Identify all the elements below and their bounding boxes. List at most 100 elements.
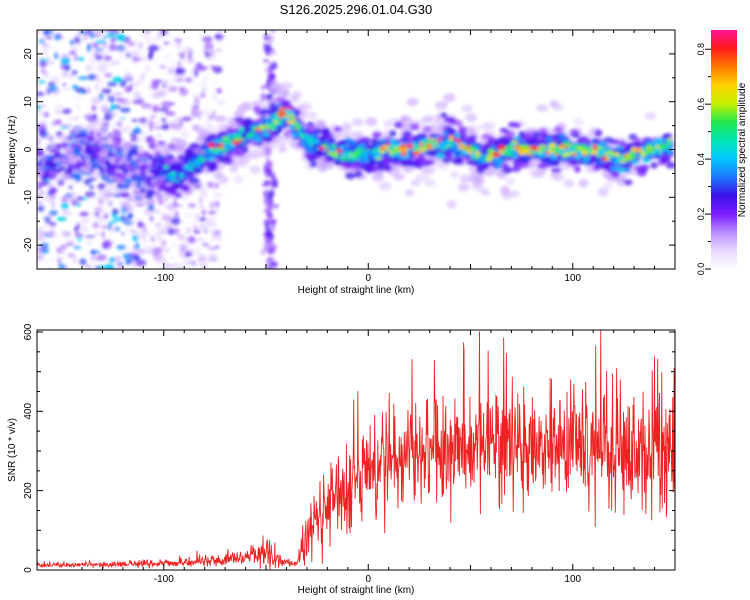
spectrogram-xtick-label: 100 xyxy=(564,273,581,284)
noise-speck xyxy=(54,52,59,60)
ridge-blob xyxy=(243,131,248,136)
ridge-blob xyxy=(289,116,296,121)
noise-speck xyxy=(212,109,216,118)
noise-speck xyxy=(145,137,152,143)
noise-speck xyxy=(43,71,48,77)
ridge-blob xyxy=(169,172,177,176)
noise-speck xyxy=(216,101,226,104)
noise-speck xyxy=(115,33,126,42)
ridge-blob xyxy=(280,81,293,90)
ridge-blob xyxy=(259,149,272,158)
ridge-blob xyxy=(185,166,192,171)
ridge-blob xyxy=(446,199,457,209)
noise-speck xyxy=(39,207,43,212)
ridge-tail-blob xyxy=(97,164,102,170)
stripe-speck xyxy=(271,30,275,33)
noise-speck xyxy=(110,35,117,44)
noise-speck xyxy=(175,211,180,219)
stripe-speck xyxy=(263,42,268,52)
noise-speck xyxy=(114,46,121,52)
noise-speck xyxy=(77,31,89,35)
noise-speck xyxy=(136,237,145,240)
noise-speck xyxy=(180,67,186,70)
ridge-tail-blob xyxy=(62,175,71,181)
ridge-blob xyxy=(641,157,651,163)
noise-speck xyxy=(200,48,211,54)
noise-speck xyxy=(156,254,162,261)
stripe-speck xyxy=(260,84,266,90)
ridge-blob xyxy=(401,150,407,157)
ridge-blob xyxy=(499,127,510,134)
noise-speck xyxy=(201,210,207,215)
noise-speck xyxy=(37,92,45,97)
noise-speck xyxy=(45,218,51,224)
noise-speck xyxy=(129,82,141,86)
noise-speck xyxy=(93,44,99,47)
noise-speck xyxy=(54,104,64,110)
noise-speck xyxy=(83,113,87,120)
ridge-blob xyxy=(400,136,408,142)
ridge-blob xyxy=(618,140,627,147)
ridge-blob xyxy=(248,150,261,160)
ridge-blob xyxy=(640,151,647,157)
colorbar-label: Normalized spectral amplitude xyxy=(737,82,748,217)
noise-speck xyxy=(100,104,108,113)
ridge-blob xyxy=(372,153,380,159)
noise-speck xyxy=(188,228,192,231)
noise-speck xyxy=(89,55,98,64)
ridge-tail-blob xyxy=(59,143,67,147)
noise-speck xyxy=(67,253,76,258)
ridge-blob xyxy=(383,164,392,172)
ridge-blob xyxy=(458,175,471,184)
noise-speck xyxy=(180,124,186,131)
noise-speck xyxy=(47,266,53,269)
noise-speck xyxy=(46,87,51,95)
ridge-blob xyxy=(623,167,631,174)
ridge-blob xyxy=(450,171,460,179)
noise-speck xyxy=(57,259,62,265)
noise-speck xyxy=(125,258,133,264)
ridge-blob xyxy=(531,149,539,155)
ridge-blob xyxy=(480,162,490,168)
noise-speck xyxy=(160,239,167,248)
noise-speck xyxy=(80,90,84,94)
ridge-blob xyxy=(252,130,260,135)
ridge-blob xyxy=(192,168,202,174)
noise-speck xyxy=(176,78,185,83)
ridge-blob xyxy=(533,170,546,179)
ridge-blob xyxy=(223,138,232,144)
ridge-blob xyxy=(421,144,427,150)
noise-speck xyxy=(101,56,107,63)
ridge-blob xyxy=(446,152,454,160)
ridge-blob xyxy=(415,162,424,169)
ridge-tail-blob xyxy=(72,146,80,152)
spectrogram-ytick-label: 20 xyxy=(23,48,34,60)
stripe-speck xyxy=(269,50,274,54)
noise-speck xyxy=(201,36,213,43)
noise-speck xyxy=(109,221,117,224)
ridge-blob xyxy=(239,127,245,132)
stripe-speck xyxy=(264,199,270,208)
ridge-tail-blob xyxy=(132,175,141,183)
noise-speck xyxy=(37,249,42,255)
noise-speck xyxy=(112,76,123,82)
noise-speck xyxy=(156,234,163,242)
ridge-tail-blob xyxy=(115,147,124,154)
noise-speck xyxy=(145,123,157,127)
noise-speck xyxy=(151,240,157,249)
colorbar-tick-label: 0.2 xyxy=(696,208,706,221)
ridge-tail-blob xyxy=(72,150,82,156)
ridge-tail-blob xyxy=(47,191,53,196)
ridge-blob xyxy=(350,155,356,162)
spectrogram-xtick-label: -100 xyxy=(154,273,174,284)
noise-speck xyxy=(75,87,86,94)
noise-speck xyxy=(150,235,156,242)
ridge-blob xyxy=(267,118,274,124)
ridge-blob xyxy=(205,125,217,135)
noise-speck xyxy=(70,173,81,179)
spectrogram-ytick-label: 10 xyxy=(23,96,34,108)
ridge-blob xyxy=(425,143,433,148)
ridge-blob xyxy=(609,138,620,145)
ridge-tail-blob xyxy=(135,153,144,159)
